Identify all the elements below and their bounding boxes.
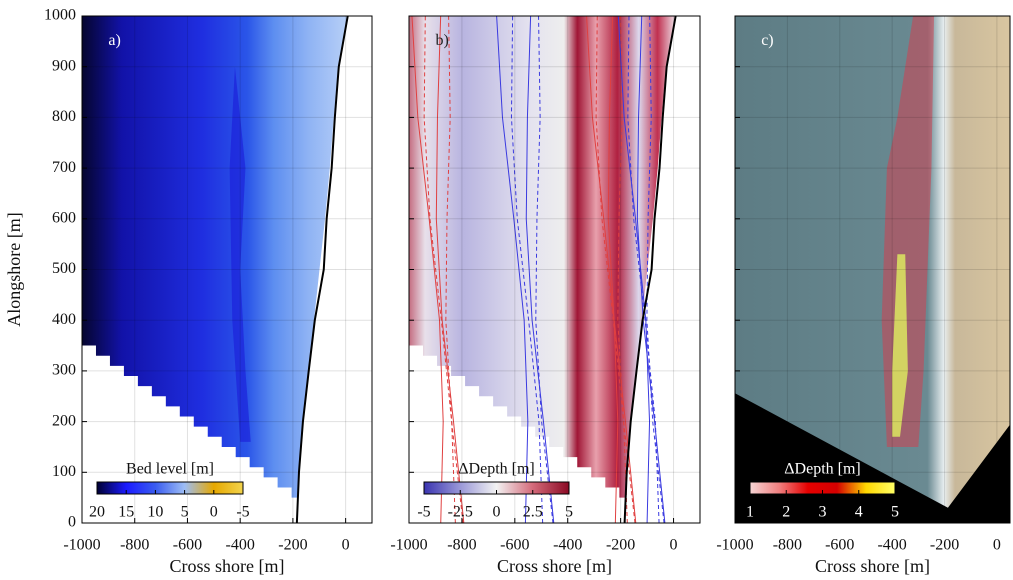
y-tick-label: 900 [52, 57, 76, 74]
shoreline [295, 15, 349, 524]
colorbar-tick-label: -2.5 [448, 504, 473, 521]
y-tick-label: 200 [52, 412, 76, 429]
field [409, 16, 677, 523]
axes-frame [81, 15, 373, 524]
colorbar [96, 481, 244, 495]
y-tick-label: 300 [52, 362, 76, 379]
heatmap-field [82, 16, 349, 498]
y-tick-label: 700 [52, 159, 76, 176]
x-tick-label: -800 [773, 537, 802, 554]
x-tick-label: -600 [173, 537, 202, 554]
x-tick-label: -800 [447, 537, 476, 554]
contour [586, 16, 619, 523]
y-tick-label: 500 [52, 260, 76, 277]
y-tick-label: 0 [68, 514, 76, 531]
contour [423, 16, 456, 523]
x-axis-label: Cross shore [m] [815, 556, 930, 576]
x-tick-label: 0 [993, 537, 1001, 554]
colorbar-tick-label: -5 [236, 504, 249, 521]
y-tick-label: 800 [52, 108, 76, 125]
colorbar-tick-label: 3 [819, 504, 827, 521]
x-tick-label: -400 [226, 537, 255, 554]
colorbar-tick-label: 20 [89, 504, 105, 521]
shoreline [623, 15, 677, 524]
contour [510, 16, 544, 523]
colorbar-tick-label: -5 [417, 504, 430, 521]
contour [525, 16, 555, 523]
panel-label: c) [761, 32, 773, 49]
contour [595, 16, 628, 523]
field [735, 16, 1010, 523]
x-tick-label: -200 [930, 537, 959, 554]
colorbar-tick-label: 5 [181, 504, 189, 521]
colorbar-tick-label: 2.5 [523, 504, 543, 521]
colorbar-tick-label: 0 [210, 504, 218, 521]
contour [411, 16, 444, 523]
field [82, 16, 349, 498]
contour [607, 16, 637, 523]
colorbar-tick-label: 5 [565, 504, 573, 521]
panel: -1000 -800 -600 -400 -200 0 b) Cross shore [m] Δ… [390, 15, 701, 576]
axes-frame [734, 15, 1011, 524]
y-tick-label: 400 [52, 311, 76, 328]
colorbar-label: ΔDepth [m] [784, 461, 861, 478]
heatmap-field [409, 16, 677, 498]
colorbar-tick-label: 5 [891, 504, 899, 521]
x-axis-label: Cross shore [m] [497, 556, 612, 576]
contour [445, 16, 464, 523]
contour [535, 16, 554, 523]
x-tick-label: -400 [553, 537, 582, 554]
colorbar-label: ΔDepth [m] [458, 461, 535, 478]
colorbar-tick-label: 2 [782, 504, 790, 521]
contour [646, 16, 665, 523]
y-tick-label: 600 [52, 209, 76, 226]
colorbar-label: Bed level [m] [126, 461, 214, 478]
x-tick-label: -800 [120, 537, 149, 554]
x-tick-label: -200 [278, 537, 307, 554]
yellow-patch [892, 254, 908, 437]
x-tick-label: 0 [670, 537, 678, 554]
x-tick-label: -600 [825, 537, 854, 554]
panel-label: b) [435, 32, 448, 49]
x-tick-label: -200 [606, 537, 635, 554]
contour [435, 16, 465, 523]
axes-frame [408, 15, 701, 524]
contour [617, 16, 636, 523]
colorbar-tick-label: 0 [493, 504, 501, 521]
x-tick-label: -1000 [63, 537, 100, 554]
panel-label: a) [108, 32, 120, 49]
x-tick-label: -400 [877, 537, 906, 554]
colorbar-tick-label: 10 [147, 504, 163, 521]
y-tick-label: 1000 [44, 7, 76, 24]
x-tick-label: 0 [342, 537, 350, 554]
x-tick-label: -1000 [716, 537, 753, 554]
x-axis-label: Cross shore [m] [170, 556, 285, 576]
colorbar-tick-label: 15 [118, 504, 134, 521]
y-axis-label: Alongshore [m] [4, 212, 24, 326]
y-tick-label: 100 [52, 463, 76, 480]
colorbar-tick-label: 1 [746, 504, 754, 521]
x-tick-label: -1000 [390, 537, 427, 554]
colorbar-tick-label: 4 [855, 504, 863, 521]
x-tick-label: -600 [500, 537, 529, 554]
deep-trough [229, 66, 251, 442]
panel: -1000 -800 -600 -400 -200 0 c) Cross shore [m] Δ… [716, 15, 1011, 576]
contour [496, 16, 529, 523]
contour [636, 16, 666, 523]
